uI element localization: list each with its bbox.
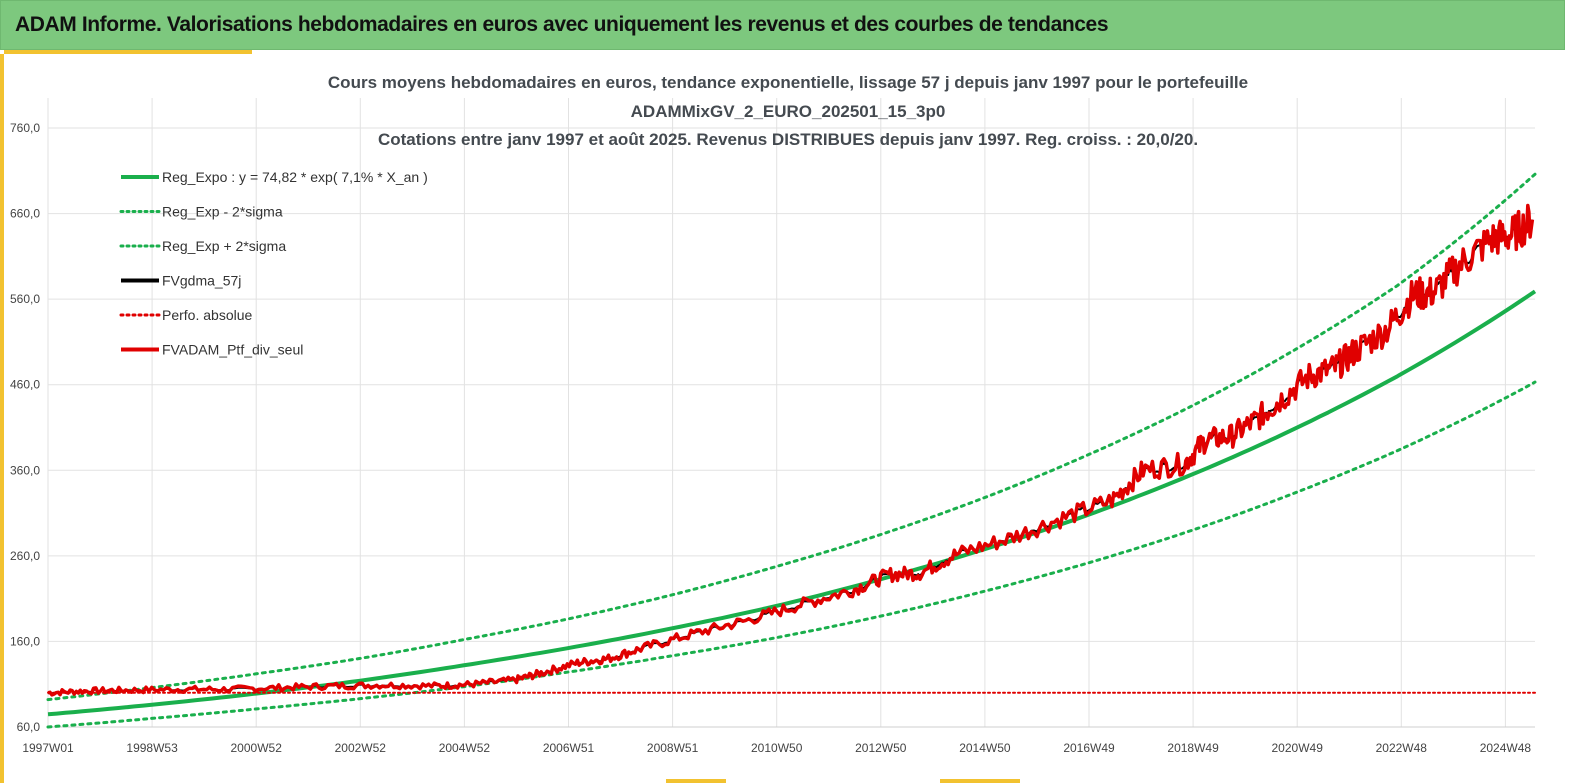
accent-bar-bottom	[940, 779, 1020, 783]
header-bar: ADAM Informe. Valorisations hebdomadaire…	[0, 0, 1565, 50]
legend: Reg_Expo : y = 74,82 * exp( 7,1% * X_an …	[119, 169, 428, 358]
legend-label: Reg_Exp + 2*sigma	[162, 238, 286, 254]
legend-item: Reg_Expo : y = 74,82 * exp( 7,1% * X_an …	[121, 169, 428, 185]
y-tick-label: 460,0	[10, 378, 40, 392]
x-tick-label: 2006W51	[543, 741, 595, 755]
x-tick-label: 1998W53	[126, 741, 178, 755]
accent-bar-top	[4, 50, 252, 54]
x-tick-label: 2020W49	[1272, 741, 1324, 755]
y-tick-label: 260,0	[10, 549, 40, 563]
accent-bar-bottom	[666, 779, 726, 783]
x-tick-label: 2000W52	[231, 741, 283, 755]
legend-item: Reg_Exp - 2*sigma	[119, 204, 283, 220]
series-group	[46, 172, 1537, 729]
legend-item: Reg_Exp + 2*sigma	[119, 238, 286, 254]
x-tick-label: 2022W48	[1376, 741, 1428, 755]
legend-label: Reg_Exp - 2*sigma	[162, 204, 283, 220]
accent-bar-left	[0, 54, 4, 783]
legend-label: Perfo. absolue	[162, 307, 252, 323]
chart-title: Cours moyens hebdomadaires en euros, ten…	[328, 73, 1248, 149]
y-tick-label: 660,0	[10, 207, 40, 221]
y-axis: 760,0 660,0 560,0 460,0 360,0 260,0 160,0 60,0	[10, 121, 40, 734]
x-tick-label: 2014W50	[959, 741, 1011, 755]
y-tick-label: 360,0	[10, 463, 40, 477]
x-axis: 1997W01 1998W53 2000W52 2002W52 2004W52 2006W…	[22, 726, 1535, 755]
series-fvadam-ptf-div-seul	[47, 203, 1535, 697]
x-tick-label: 2018W49	[1167, 741, 1219, 755]
x-tick-label: 2012W50	[855, 741, 907, 755]
series-fvgdma-57j	[47, 214, 1534, 695]
grid	[47, 98, 1535, 728]
x-tick-label: 2008W51	[647, 741, 699, 755]
legend-item: Perfo. absolue	[119, 307, 252, 323]
x-tick-label: 1997W01	[22, 741, 74, 755]
x-tick-label: 2016W49	[1063, 741, 1115, 755]
chart-title-line-3: Cotations entre janv 1997 et août 2025. …	[378, 130, 1198, 149]
legend-item: FVADAM_Ptf_div_seul	[121, 342, 303, 358]
x-tick-label: 2002W52	[335, 741, 387, 755]
page-title: ADAM Informe. Valorisations hebdomadaire…	[15, 13, 1109, 36]
y-tick-label: 160,0	[10, 634, 40, 648]
legend-label: Reg_Expo : y = 74,82 * exp( 7,1% * X_an …	[162, 169, 428, 185]
series-reg-exp-plus-2sigma	[46, 172, 1537, 702]
series-reg-exp-minus-2sigma	[46, 380, 1537, 729]
legend-label: FVADAM_Ptf_div_seul	[162, 342, 303, 358]
y-tick-label: 60,0	[17, 720, 41, 734]
x-tick-label: 2004W52	[439, 741, 491, 755]
y-tick-label: 560,0	[10, 292, 40, 306]
chart-title-line-1: Cours moyens hebdomadaires en euros, ten…	[328, 73, 1248, 92]
legend-item: FVgdma_57j	[121, 273, 241, 289]
legend-label: FVgdma_57j	[162, 273, 241, 289]
chart-title-line-2: ADAMMixGV_2_EURO_202501_15_3p0	[631, 102, 946, 121]
y-tick-label: 760,0	[10, 121, 40, 135]
x-tick-label: 2024W48	[1480, 741, 1532, 755]
x-tick-label: 2010W50	[751, 741, 803, 755]
